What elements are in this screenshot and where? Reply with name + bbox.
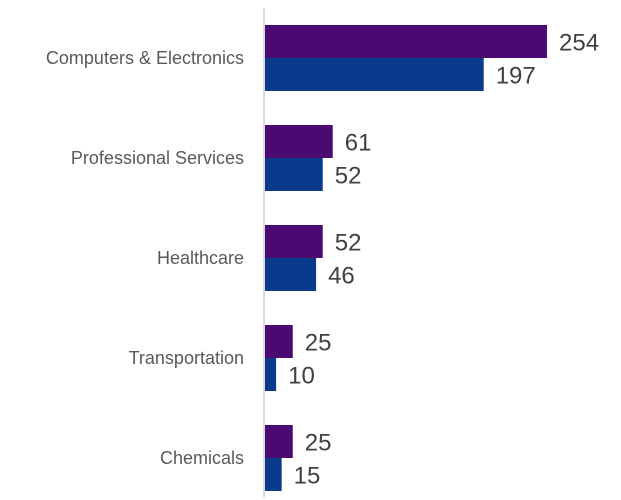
category-label: Chemicals xyxy=(160,448,244,468)
bar-series-1 xyxy=(265,325,293,358)
bar-series-1 xyxy=(265,25,547,58)
value-label: 52 xyxy=(335,163,362,190)
value-label: 197 xyxy=(496,63,536,90)
bar-series-2 xyxy=(265,358,277,391)
value-label: 25 xyxy=(305,330,332,357)
value-label: 46 xyxy=(328,263,355,290)
category-label: Computers & Electronics xyxy=(46,48,244,68)
bar-series-1 xyxy=(265,225,323,258)
bar-series-2 xyxy=(265,258,317,291)
bar-series-2 xyxy=(265,158,323,191)
category-label: Professional Services xyxy=(71,148,244,168)
value-label: 15 xyxy=(294,463,321,490)
value-label: 10 xyxy=(288,363,315,390)
value-label: 254 xyxy=(559,30,599,57)
bar-series-1 xyxy=(265,425,293,458)
category-label: Transportation xyxy=(129,348,244,368)
value-label: 25 xyxy=(305,430,332,457)
bar-series-2 xyxy=(265,58,484,91)
bar-series-1 xyxy=(265,125,333,158)
category-label: Healthcare xyxy=(157,248,244,268)
value-label: 61 xyxy=(345,130,372,157)
bar-series-2 xyxy=(265,458,282,491)
value-label: 52 xyxy=(335,230,362,257)
